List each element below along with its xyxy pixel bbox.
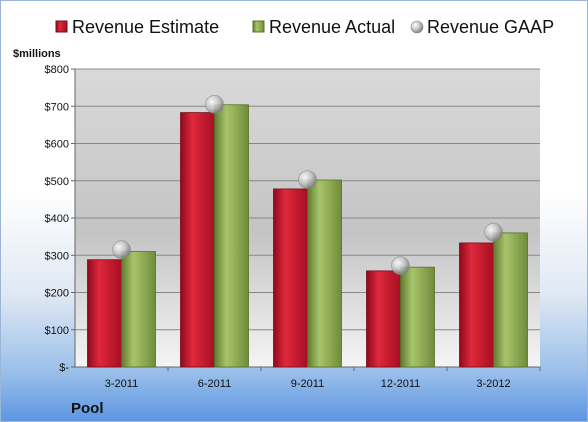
- revenue-estimate-bar: [180, 112, 215, 368]
- revenue-actual-bar: [307, 179, 342, 368]
- y-unit-label: $millions: [13, 48, 61, 60]
- revenue-gaap-marker: [484, 222, 503, 242]
- legend-swatch: [55, 20, 68, 33]
- company-label: Pool: [71, 400, 104, 417]
- y-tick-label: $600: [45, 139, 69, 151]
- x-tick-label: 12-2011: [381, 378, 421, 390]
- y-tick-label: $100: [45, 325, 69, 337]
- revenue-gaap-marker: [112, 240, 131, 259]
- y-tick-label: $500: [45, 176, 69, 188]
- y-tick-label: $300: [45, 250, 69, 262]
- revenue-gaap-marker: [205, 95, 224, 114]
- chart-legend: Revenue Estimate Revenue Actual Revenue GA…: [55, 17, 554, 37]
- revenue-actual-bar: [493, 232, 528, 368]
- y-tick-label: $800: [45, 64, 69, 76]
- revenue-gaap-marker: [391, 256, 410, 275]
- legend-swatch: [410, 20, 424, 34]
- x-tick-label: 9-2011: [291, 378, 324, 390]
- legend-label: Revenue GAAP: [427, 17, 554, 37]
- revenue-actual-bar: [121, 251, 156, 368]
- x-tick-label: 6-2011: [198, 378, 231, 390]
- legend-label: Revenue Actual: [269, 17, 395, 37]
- revenue-estimate-bar: [87, 259, 122, 368]
- plot-area: $- $100 $200 $300 $400 $500 $600 $700 $800 3-2011…: [45, 64, 541, 390]
- y-tick-label: $-: [59, 362, 69, 374]
- y-tick-label: $400: [45, 213, 69, 225]
- revenue-estimate-bar: [366, 270, 401, 368]
- revenue-gaap-marker: [298, 170, 317, 189]
- revenue-actual-bar: [400, 266, 435, 368]
- y-tick-label: $200: [45, 288, 69, 300]
- revenue-actual-bar: [214, 104, 249, 368]
- revenue-estimate-bar: [273, 188, 308, 368]
- legend-swatch: [252, 20, 265, 33]
- legend-label: Revenue Estimate: [72, 17, 219, 37]
- y-tick-label: $700: [45, 101, 69, 113]
- x-tick-label: 3-2011: [105, 378, 138, 390]
- revenue-estimate-bar: [459, 242, 494, 368]
- x-tick-label: 3-2012: [476, 378, 510, 390]
